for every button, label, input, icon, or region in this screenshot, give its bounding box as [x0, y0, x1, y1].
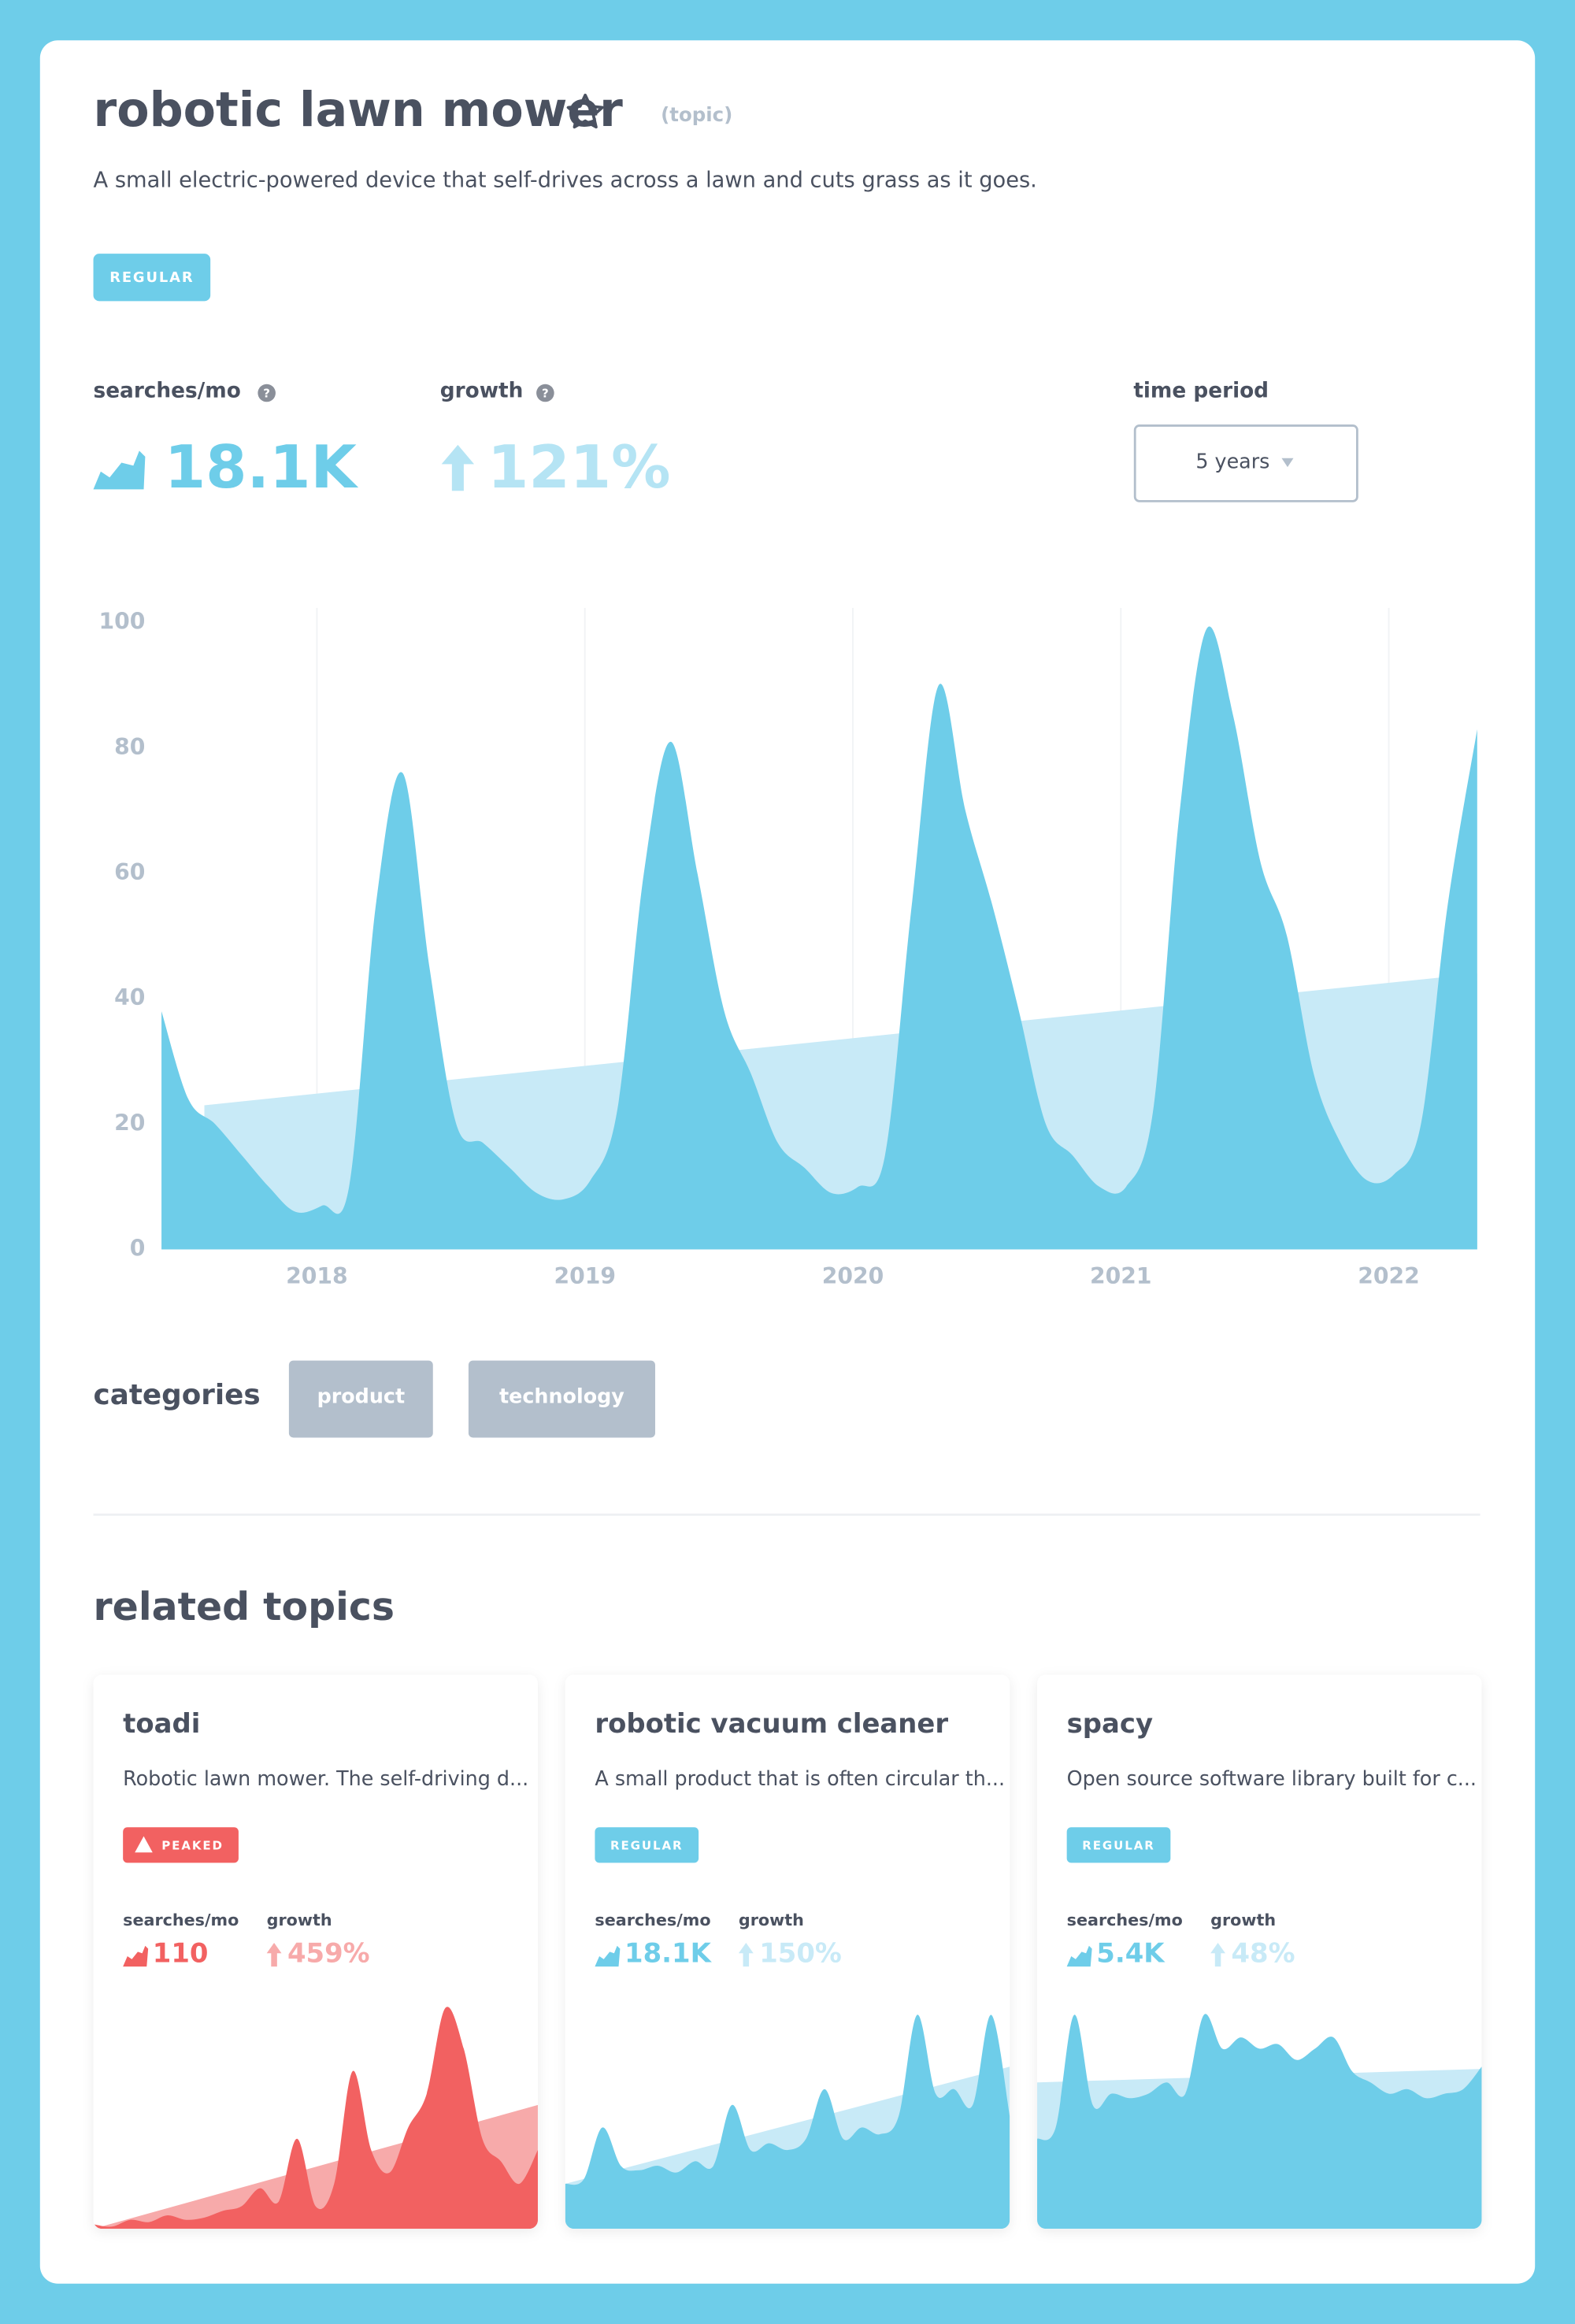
- metric-label: searches/mo: [123, 1911, 239, 1929]
- help-icon[interactable]: [536, 384, 554, 402]
- topic-name: spacy: [1067, 1708, 1153, 1739]
- y-tick-label: 60: [114, 859, 145, 885]
- help-icon[interactable]: [258, 384, 276, 402]
- metric-value: 48%: [1231, 1938, 1295, 1969]
- metric-label: searches/mo: [1067, 1911, 1183, 1929]
- y-tick-label: 20: [114, 1110, 145, 1136]
- related-cards: toadi Robotic lawn mower. The self-drivin…: [93, 1674, 1482, 2229]
- area: [565, 2015, 1010, 2229]
- category-pill[interactable]: [468, 1360, 655, 1438]
- area: [1037, 2014, 1482, 2229]
- period-value: 5 years: [1195, 449, 1269, 473]
- y-tick-label: 40: [114, 984, 145, 1010]
- area: [161, 626, 1477, 1250]
- growth-arrow: [266, 1943, 282, 1967]
- warning-icon: [135, 1836, 153, 1853]
- category-text: technology: [499, 1384, 624, 1408]
- badge-text: PEAKED: [161, 1838, 224, 1852]
- badge: [93, 254, 211, 302]
- searches-icon: [93, 450, 146, 490]
- y-tick-label: 100: [98, 609, 145, 635]
- title: robotic lawn mower: [94, 83, 624, 138]
- categories-label: categories: [94, 1379, 261, 1411]
- metric-label: growth: [739, 1911, 804, 1929]
- y-tick-label: 80: [114, 734, 145, 760]
- metric-label: growth: [1210, 1911, 1276, 1929]
- help-mark: ?: [542, 386, 549, 400]
- topic-name: toadi: [123, 1708, 200, 1739]
- growth-arrow: [1210, 1943, 1225, 1967]
- x-tick-label: 2022: [1358, 1263, 1420, 1289]
- badge-text: REGULAR: [109, 269, 194, 286]
- searches-icon: [1066, 1945, 1092, 1967]
- related-title: related topics: [94, 1585, 395, 1629]
- metric-value: 18.1K: [624, 1938, 713, 1969]
- period-dropdown[interactable]: [1133, 424, 1358, 502]
- metric-value: 18.1K: [165, 432, 359, 502]
- main-chart: 0 20 40 60 80 100 2018 2019 2020 2021 2022: [98, 607, 1477, 1289]
- topic-name: robotic vacuum cleaner: [595, 1708, 948, 1739]
- metric-label: growth: [440, 380, 524, 403]
- topic-description: Open source software library built for c…: [1067, 1766, 1477, 1790]
- growth-arrow: [738, 1943, 754, 1967]
- topic-card[interactable]: [565, 1674, 1010, 2229]
- area: [93, 2007, 538, 2229]
- metric-label: growth: [267, 1911, 332, 1929]
- category-text: product: [317, 1384, 406, 1408]
- badge: [123, 1827, 239, 1863]
- metric-value: 110: [153, 1938, 209, 1969]
- x-tick-label: 2021: [1090, 1263, 1152, 1289]
- sparkline: [1037, 2014, 1482, 2229]
- metric-value: 5.4K: [1096, 1938, 1166, 1969]
- category-pills: product technology: [288, 1360, 655, 1438]
- x-tick-label: 2020: [822, 1263, 884, 1289]
- metric-value: 121%: [487, 432, 670, 502]
- dropdown-caret: [1281, 458, 1294, 468]
- metric-value: 459%: [287, 1938, 370, 1969]
- badge: [595, 1827, 699, 1863]
- topic-card[interactable]: [93, 1674, 538, 2229]
- badge-text: REGULAR: [1082, 1838, 1154, 1852]
- kind: (topic): [661, 103, 732, 126]
- description: A small electric-powered device that sel…: [94, 168, 1037, 192]
- help-mark: ?: [263, 386, 270, 400]
- badge: [1066, 1827, 1171, 1863]
- topic-description: Robotic lawn mower. The self-driving d..…: [123, 1766, 528, 1790]
- y-tick-label: 0: [130, 1236, 146, 1262]
- metric-label: time period: [1133, 380, 1269, 403]
- badge-text: REGULAR: [610, 1838, 683, 1852]
- x-tick-label: 2018: [286, 1263, 348, 1289]
- metric-label: searches/mo: [94, 380, 241, 403]
- x-tick-label: 2019: [554, 1263, 616, 1289]
- topic-description: A small product that is often circular t…: [595, 1766, 1005, 1790]
- searches-icon: [595, 1945, 621, 1967]
- metric-label: searches/mo: [595, 1911, 710, 1929]
- sparkline: [93, 2007, 538, 2229]
- sparkline: [565, 2015, 1010, 2229]
- searches-icon: [123, 1945, 149, 1967]
- growth-arrow: [441, 444, 475, 491]
- category-pill[interactable]: [288, 1360, 433, 1438]
- star-button[interactable]: [566, 93, 604, 129]
- metric-value: 150%: [759, 1938, 842, 1969]
